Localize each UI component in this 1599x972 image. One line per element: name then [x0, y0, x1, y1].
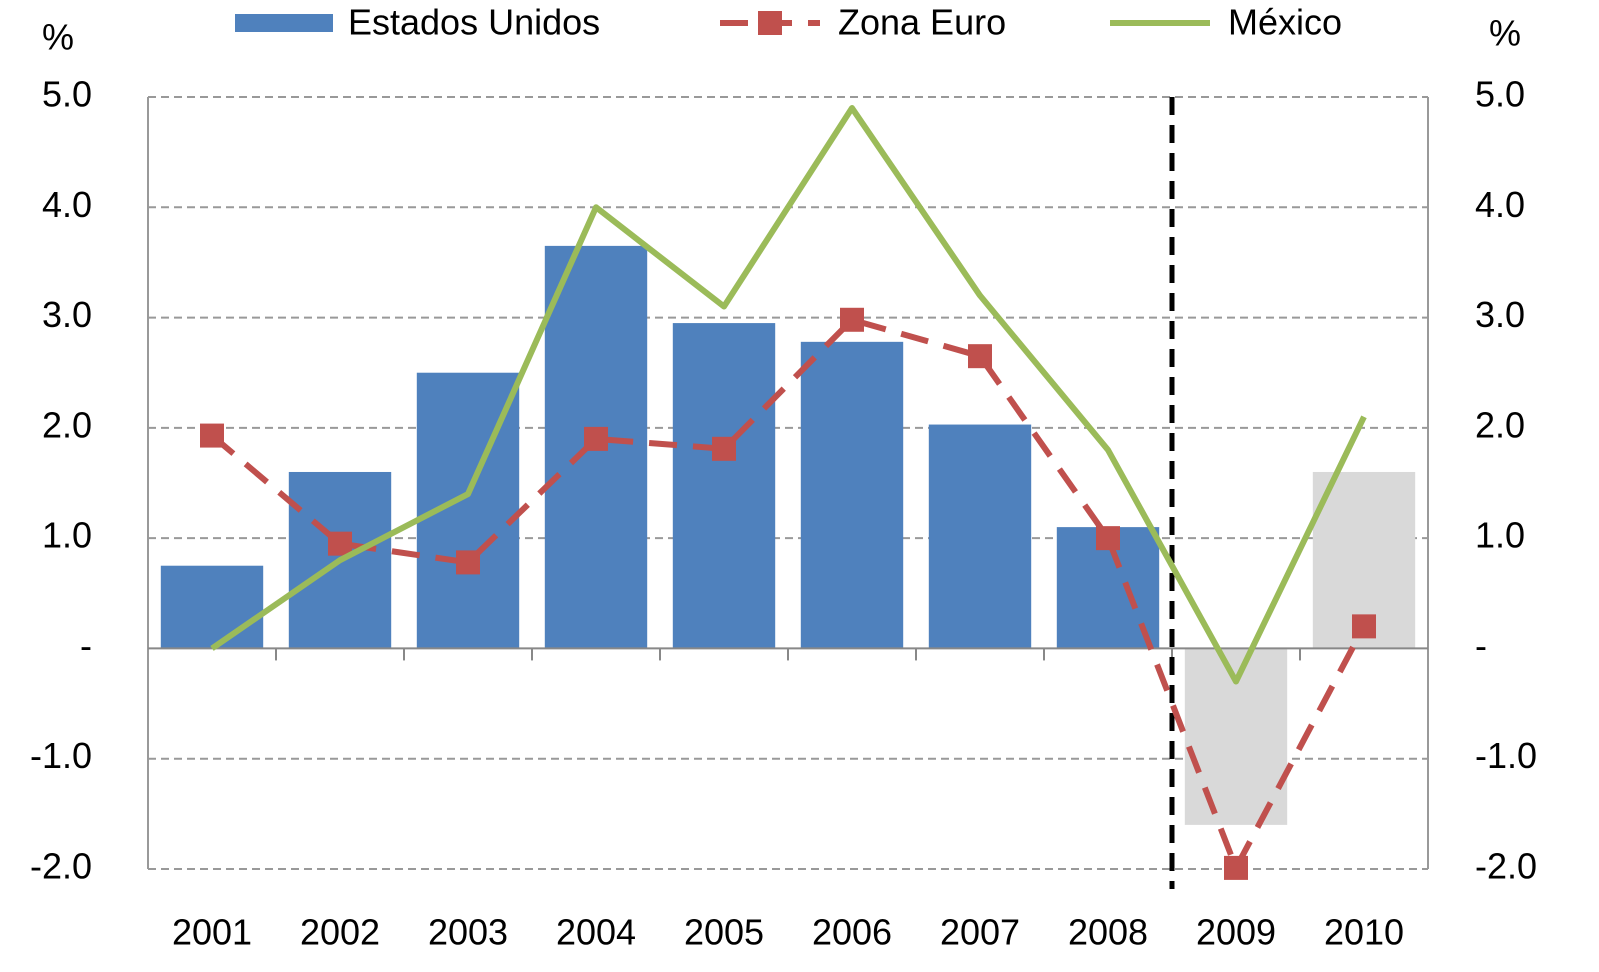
x-tick-label: 2004 [556, 912, 636, 953]
legend-swatch [235, 14, 333, 32]
legend-label: Zona Euro [838, 2, 1006, 43]
y2-axis-label: % [1489, 13, 1521, 54]
marker [200, 423, 224, 448]
x-tick-label: 2002 [300, 912, 380, 953]
x-tick-label: 2005 [684, 912, 764, 953]
y2-tick-label: -2.0 [1475, 846, 1537, 887]
y-tick-label: 3.0 [42, 294, 92, 335]
y-tick-label: 1.0 [42, 515, 92, 556]
bar [160, 565, 264, 649]
marker [712, 436, 736, 461]
y2-tick-label: 2.0 [1475, 404, 1525, 445]
y-tick-label: -2.0 [30, 846, 92, 887]
y2-tick-label: - [1475, 625, 1487, 666]
legend-label: México [1228, 2, 1342, 43]
y-tick-label: - [80, 625, 92, 666]
x-tick-label: 2006 [812, 912, 892, 953]
bar [672, 323, 776, 649]
y2-tick-label: 1.0 [1475, 515, 1525, 556]
y2-tick-label: 3.0 [1475, 294, 1525, 335]
marker [1096, 526, 1120, 551]
y-axis-label: % [42, 17, 74, 58]
marker [1352, 614, 1376, 639]
x-tick-label: 2009 [1196, 912, 1276, 953]
y-tick-label: 4.0 [42, 184, 92, 225]
y-tick-label: 2.0 [42, 404, 92, 445]
marker [1224, 855, 1248, 880]
y2-tick-label: 4.0 [1475, 184, 1525, 225]
legend-marker [758, 11, 782, 35]
x-tick-label: 2003 [428, 912, 508, 953]
line [210, 105, 1367, 685]
y2-tick-label: 5.0 [1475, 74, 1525, 115]
marker [584, 426, 608, 451]
x-tick-label: 2001 [172, 912, 252, 953]
x-tick-label: 2008 [1068, 912, 1148, 953]
bar [800, 341, 904, 649]
x-tick-label: 2007 [940, 912, 1020, 953]
y-tick-label: 5.0 [42, 74, 92, 115]
marker [840, 307, 864, 332]
legend-label: Estados Unidos [348, 2, 600, 43]
y2-tick-label: -1.0 [1475, 735, 1537, 776]
marker [328, 531, 352, 556]
marker [456, 550, 480, 575]
y-tick-label: -1.0 [30, 735, 92, 776]
marker [968, 344, 992, 369]
x-tick-label: 2010 [1324, 912, 1404, 953]
line [210, 316, 1367, 871]
bar [928, 424, 1032, 649]
